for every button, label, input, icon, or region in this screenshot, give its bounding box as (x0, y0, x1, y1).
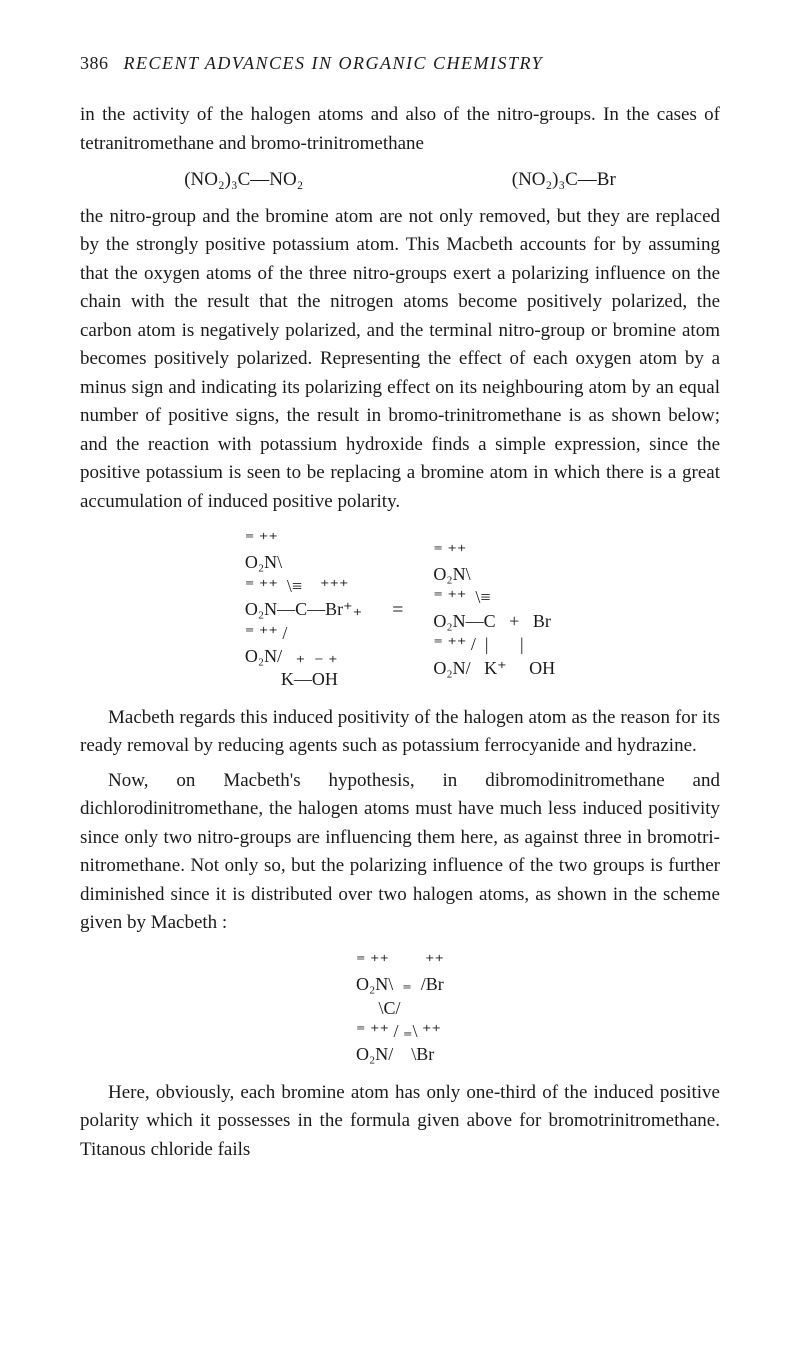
page-number: 386 (80, 53, 109, 73)
paragraph-2: the nitro-group and the bromine atom are… (80, 203, 720, 517)
diagram-2-content: ⁼ ⁺⁺ ⁺⁺ O₂N\ ₌ /Br \C/ ⁼ ⁺⁺ / ₌\ ⁺⁺ O₂N/… (356, 950, 444, 1067)
formula-row-1: (NO₂)₃C—NO₂ (NO₂)₃C—Br (80, 166, 720, 195)
diagram-1-left: ⁼ ⁺⁺ O₂N\ ⁼ ⁺⁺ \≡ ⁺⁺⁺ O₂N—C—Br⁺₊ ⁼ ⁺⁺ / … (245, 528, 362, 692)
formula-left: (NO₂)₃C—NO₂ (184, 166, 303, 195)
formula-right: (NO₂)₃C—Br (512, 166, 616, 195)
diagram-1-right: ⁼ ⁺⁺ O₂N\ ⁼ ⁺⁺ \≡ O₂N—C + Br ⁼ ⁺⁺ / | | … (433, 540, 555, 680)
paragraph-4: Now, on Macbeth's hypothesis, in dibromo… (80, 767, 720, 938)
chemical-diagram-1: ⁼ ⁺⁺ O₂N\ ⁼ ⁺⁺ \≡ ⁺⁺⁺ O₂N—C—Br⁺₊ ⁼ ⁺⁺ / … (80, 528, 720, 692)
paragraph-1: in the activity of the halogen atoms and… (80, 101, 720, 158)
chemical-diagram-2: ⁼ ⁺⁺ ⁺⁺ O₂N\ ₌ /Br \C/ ⁼ ⁺⁺ / ₌\ ⁺⁺ O₂N/… (80, 950, 720, 1067)
page-header: 386 RECENT ADVANCES IN ORGANIC CHEMISTRY (80, 50, 720, 77)
paragraph-3: Macbeth regards this induced positivity … (80, 704, 720, 761)
header-title: RECENT ADVANCES IN ORGANIC CHEMISTRY (124, 53, 544, 73)
paragraph-5: Here, obviously, each bromine atom has o… (80, 1079, 720, 1165)
diagram-1-equals: = (392, 595, 403, 625)
